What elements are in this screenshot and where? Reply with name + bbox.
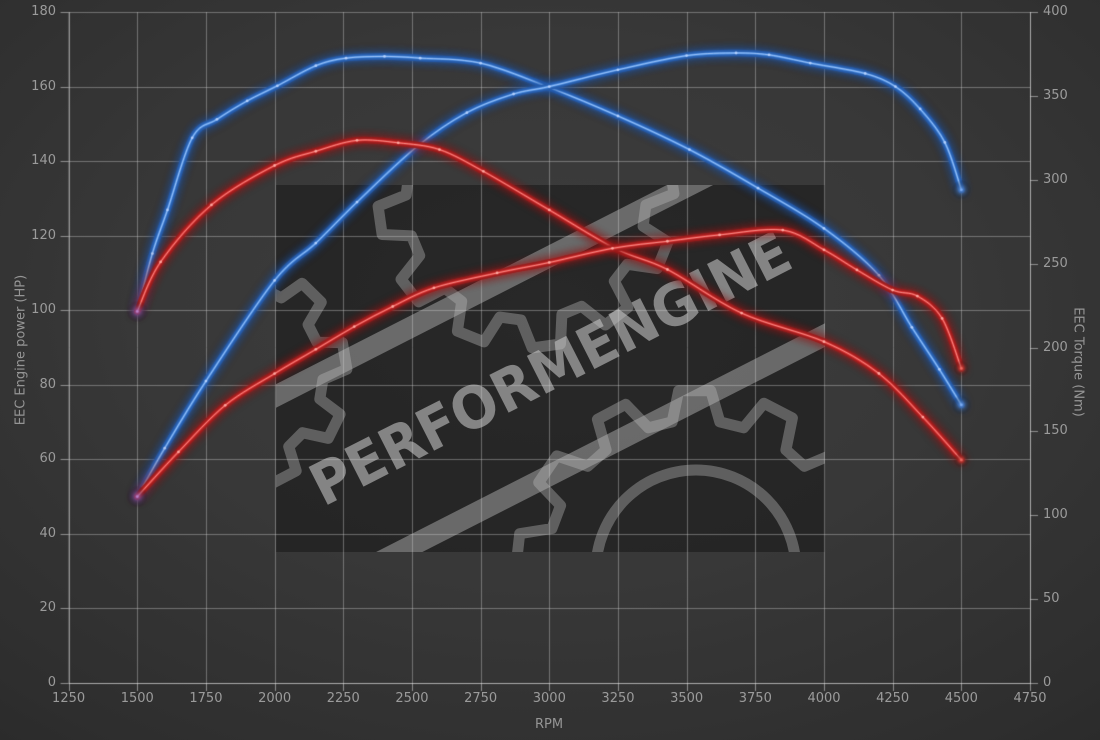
x-tick-label: 4500 xyxy=(944,691,978,706)
x-tick-label: 1500 xyxy=(120,691,154,706)
y-left-tick-label: 20 xyxy=(39,600,56,616)
y-right-tick-label: 400 xyxy=(1043,4,1068,19)
y-left-tick-label: 80 xyxy=(39,376,56,392)
x-axis-title: RPM xyxy=(534,717,564,732)
y-left-tick-label: 0 xyxy=(47,675,56,690)
x-tick-label: 2750 xyxy=(464,691,498,706)
x-tick-label: 1250 xyxy=(52,691,86,706)
x-tick-label: 3000 xyxy=(532,691,566,706)
x-tick-label: 3250 xyxy=(601,691,635,706)
x-tick-label: 4250 xyxy=(876,691,910,706)
y-right-tick-label: 250 xyxy=(1043,255,1068,271)
y-right-tick-label: 150 xyxy=(1043,423,1068,439)
y-left-tick-label: 160 xyxy=(31,78,56,94)
y-right-tick-label: 350 xyxy=(1043,87,1068,103)
x-tick-label: 1750 xyxy=(189,691,223,706)
y-left-tick-label: 40 xyxy=(39,525,56,541)
x-tick-label: 2500 xyxy=(395,691,429,706)
y-left-tick-label: 100 xyxy=(31,302,56,318)
y-right-tick-label: 200 xyxy=(1043,339,1068,355)
y-left-tick-label: 140 xyxy=(31,153,56,169)
y-axis-left-title: EEC Engine power (HP) xyxy=(13,274,29,426)
y-right-tick-label: 0 xyxy=(1043,675,1052,690)
y-right-tick-label: 100 xyxy=(1043,507,1068,523)
x-tick-label: 2250 xyxy=(326,691,360,706)
y-left-tick-label: 120 xyxy=(31,227,56,243)
y-axis-right-title: EEC Torque (Nm) xyxy=(1070,307,1086,417)
x-tick-label: 2000 xyxy=(258,691,292,706)
y-left-tick-label: 60 xyxy=(39,451,56,467)
x-tick-label: 4000 xyxy=(807,691,841,706)
y-right-tick-label: 300 xyxy=(1043,171,1068,187)
y-left-tick-label: 180 xyxy=(31,4,56,19)
y-right-tick-label: 50 xyxy=(1043,591,1060,607)
x-tick-label: 3750 xyxy=(738,691,772,706)
x-tick-label: 3500 xyxy=(670,691,704,706)
x-tick-label: 4750 xyxy=(1013,691,1047,706)
